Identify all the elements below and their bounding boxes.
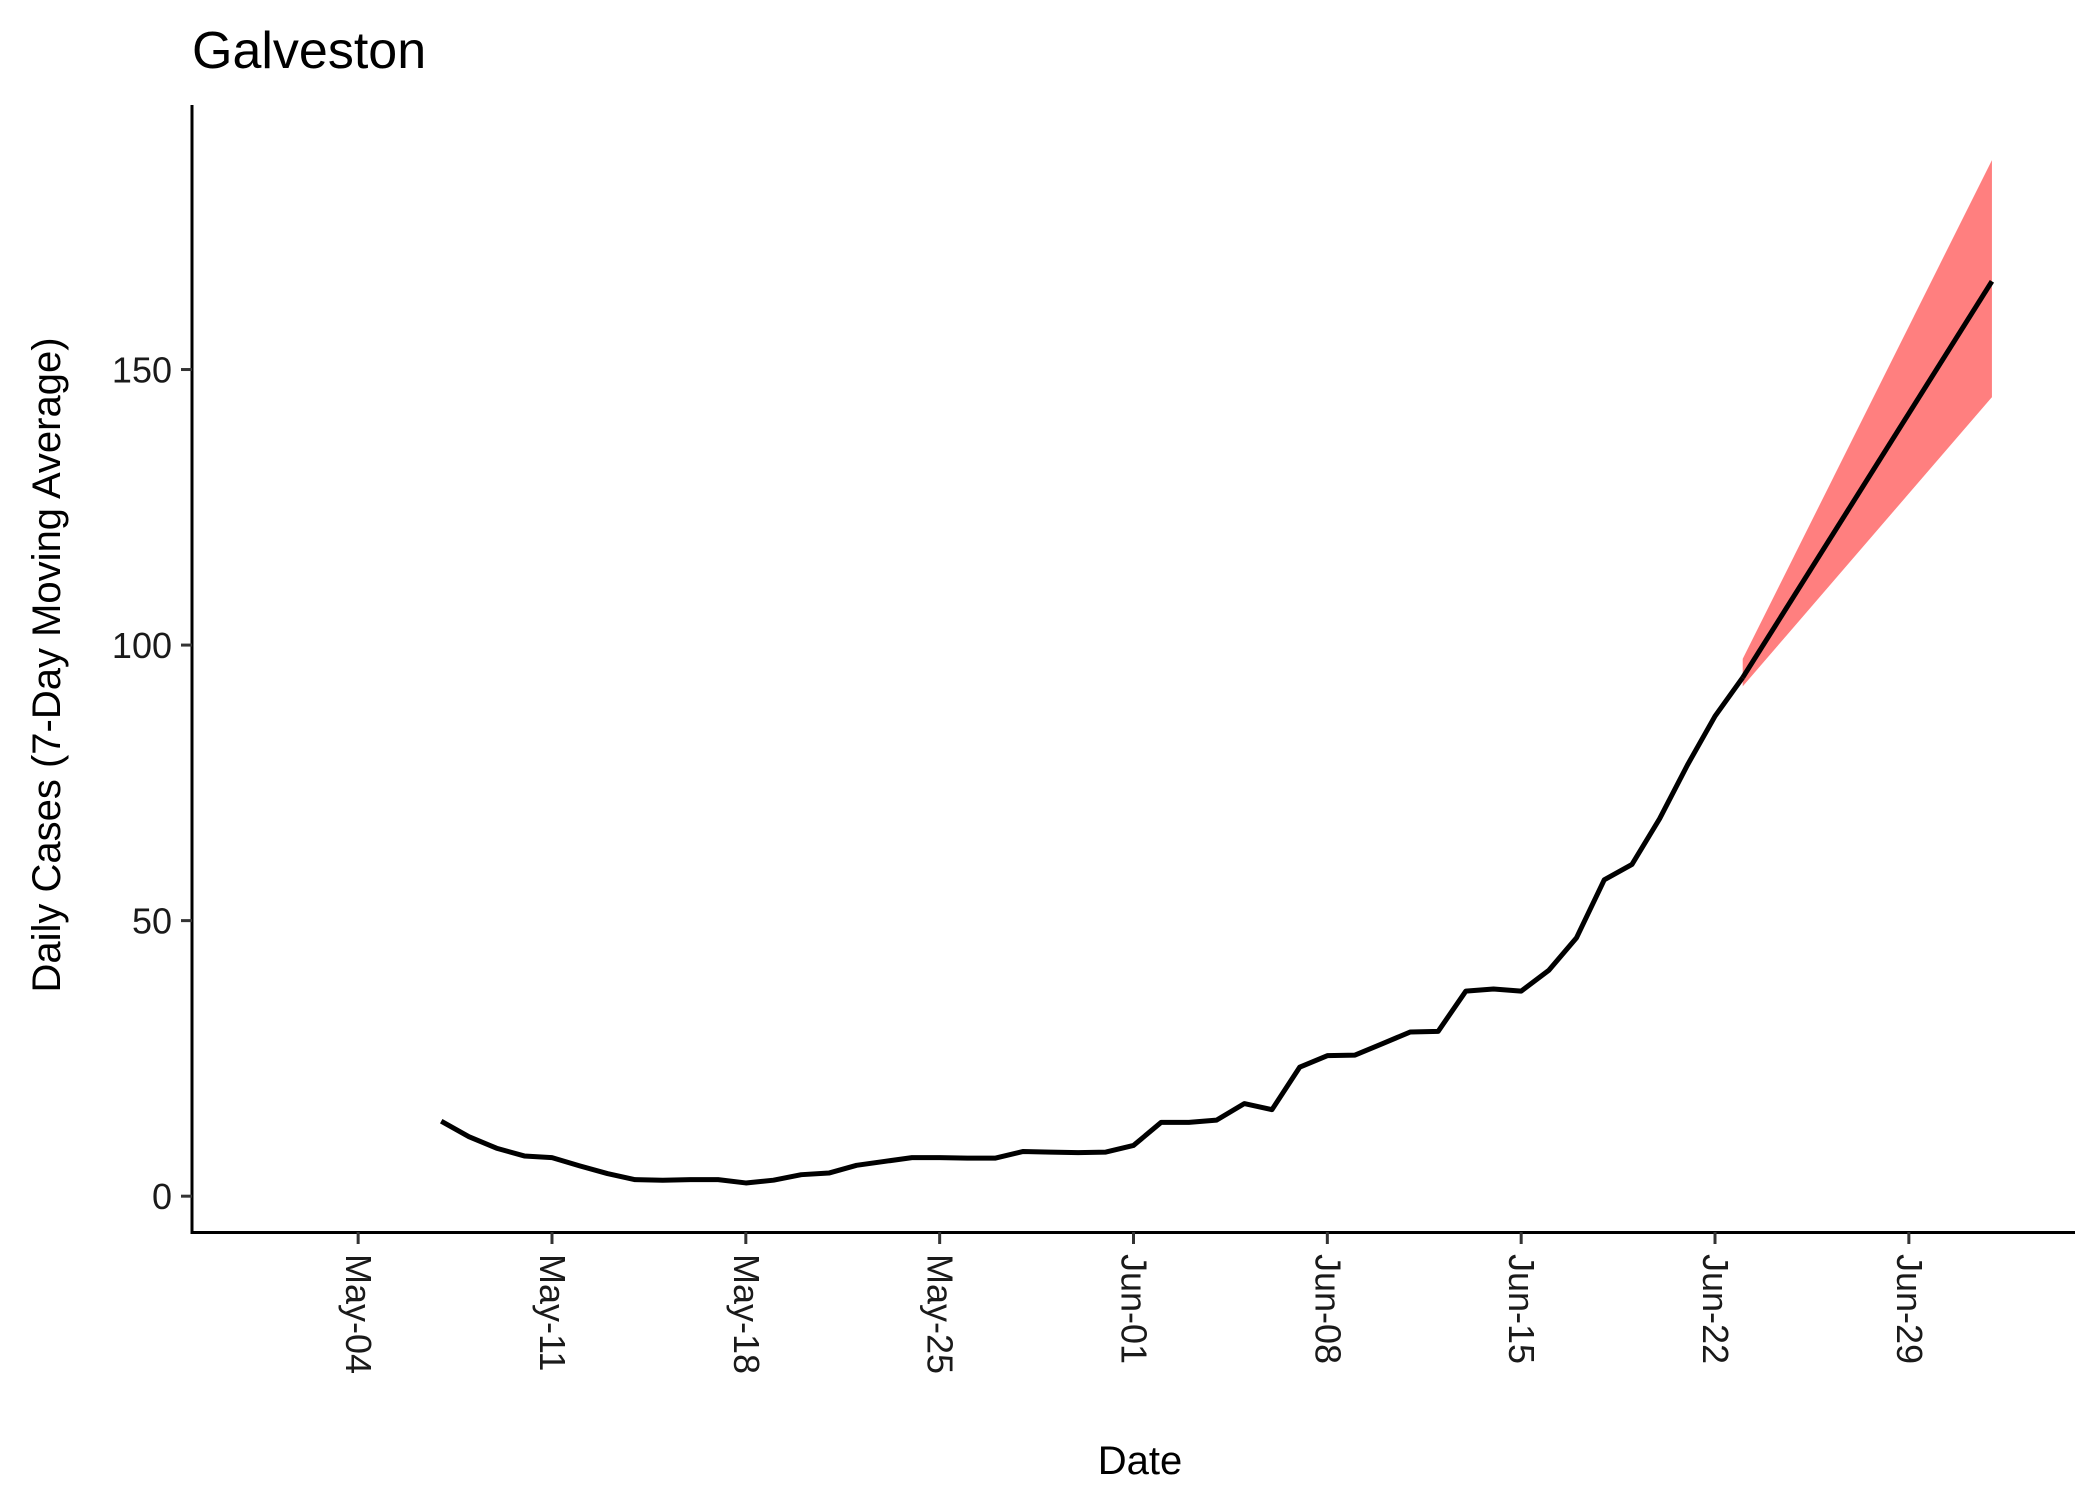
x-axis-title: Date <box>1098 1439 1183 1483</box>
y-tick-label: 150 <box>112 350 172 391</box>
y-tick-label: 50 <box>132 901 172 942</box>
x-tick-label: Jun-29 <box>1889 1254 1930 1364</box>
forecast-confidence-band <box>1742 160 1992 687</box>
x-axis-ticks: May-04 May-11 May-18 May-25 Jun-01 Jun-08 Jun-… <box>338 1232 1930 1374</box>
y-axis-ticks: 0 50 100 150 <box>112 350 192 1217</box>
x-tick-label: Jun-08 <box>1307 1254 1348 1364</box>
chart-title: Galveston <box>192 22 426 80</box>
observed-cases-line <box>440 676 1745 1186</box>
x-tick-label: Jun-22 <box>1695 1254 1736 1364</box>
x-tick-label: May-04 <box>338 1254 379 1374</box>
x-tick-label: May-25 <box>920 1254 961 1374</box>
series-lines <box>440 280 1995 1186</box>
x-tick-label: May-11 <box>532 1254 573 1371</box>
x-tick-label: May-18 <box>726 1254 767 1374</box>
forecast-line <box>1740 280 1995 679</box>
y-tick-label: 0 <box>152 1176 172 1217</box>
confidence-band-group <box>1742 160 1992 687</box>
x-tick-label: Jun-15 <box>1501 1254 1542 1364</box>
y-tick-label: 100 <box>112 625 172 666</box>
x-tick-label: Jun-01 <box>1114 1254 1155 1364</box>
y-axis-title: Daily Cases (7-Day Moving Average) <box>25 337 69 992</box>
